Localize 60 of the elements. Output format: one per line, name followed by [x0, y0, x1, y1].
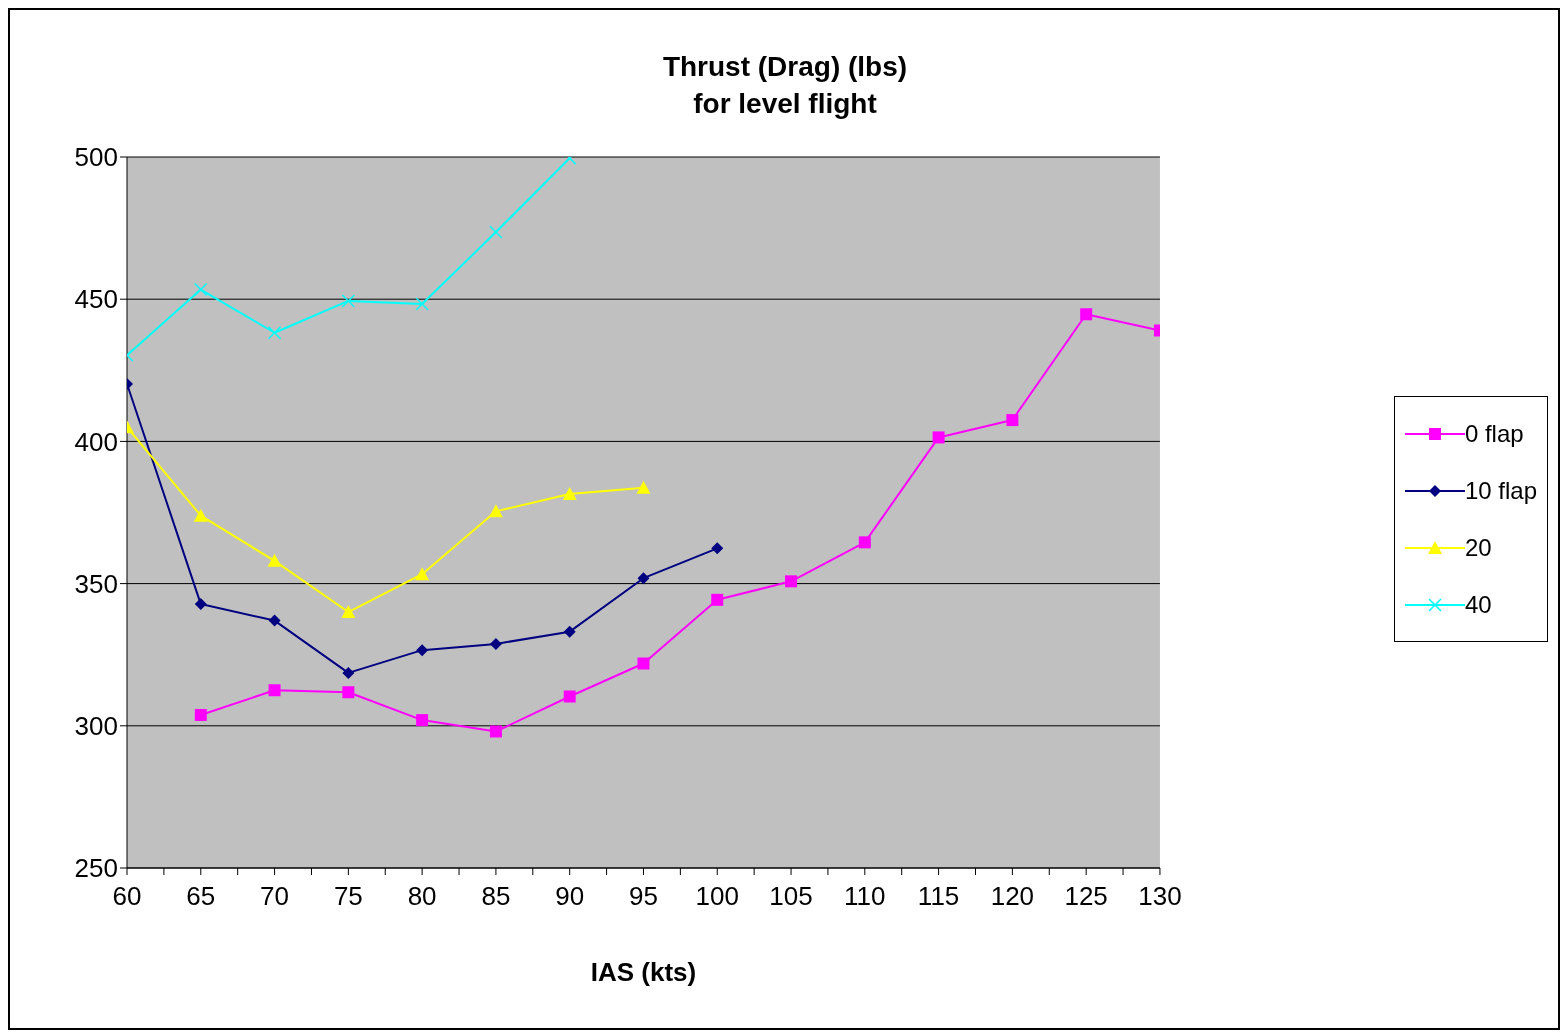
point	[785, 575, 798, 588]
point	[637, 572, 650, 585]
y-tick-label: 300	[74, 711, 118, 742]
x-tick-label: 75	[333, 881, 363, 912]
y-tick-label: 250	[74, 853, 118, 884]
chart-title: Thrust (Drag) (lbs) for level flight	[661, 50, 909, 121]
y-tick-label: 350	[74, 568, 118, 599]
x-tick-label: 105	[769, 881, 813, 912]
point	[563, 625, 576, 638]
point	[562, 487, 577, 501]
point	[194, 708, 207, 721]
point	[711, 593, 724, 606]
x-tick-label: 95	[629, 881, 658, 912]
point	[193, 508, 208, 522]
point	[267, 553, 282, 567]
x-tick-label: 60	[112, 881, 142, 912]
point	[268, 684, 281, 697]
point	[342, 686, 355, 699]
x-tick-label: 65	[186, 881, 216, 912]
y-tick-label: 400	[74, 426, 118, 457]
point	[194, 598, 207, 611]
x-tick-label: 125	[1064, 881, 1108, 912]
point	[341, 605, 356, 619]
x-tick-label: 120	[990, 881, 1035, 912]
x-tick-label: 90	[555, 881, 585, 912]
x-tick-label: 110	[844, 881, 886, 912]
legend-label: 10 flap	[1464, 476, 1537, 505]
point	[1006, 414, 1019, 427]
legend-label: 20	[1464, 533, 1492, 562]
point	[194, 282, 208, 297]
legend-label: 0 flap	[1464, 419, 1524, 448]
point	[267, 326, 282, 340]
point	[415, 567, 430, 581]
point	[489, 225, 503, 239]
point	[415, 297, 429, 311]
point	[489, 637, 502, 650]
x-tick-label: 80	[407, 881, 437, 912]
point	[637, 657, 650, 670]
point	[932, 431, 945, 444]
x-tick-label: 130	[1138, 881, 1182, 912]
point	[416, 714, 429, 727]
legend-label: 40	[1464, 590, 1492, 619]
point	[489, 725, 502, 738]
x-tick-label: 70	[260, 881, 290, 912]
y-tick-label: 450	[74, 284, 118, 315]
point	[563, 690, 576, 703]
point	[268, 614, 281, 627]
point	[342, 666, 355, 679]
x-tick-label: 115	[917, 881, 960, 912]
x-tick-label: 85	[481, 881, 511, 912]
point	[636, 480, 651, 494]
point	[488, 504, 503, 518]
point	[416, 644, 429, 657]
x-axis-title: IAS (kts)	[590, 957, 697, 988]
y-tick-label: 500	[74, 142, 118, 173]
point	[341, 294, 356, 308]
x-tick-label: 100	[695, 881, 739, 912]
point	[858, 536, 871, 549]
point	[711, 542, 724, 555]
point	[1080, 308, 1093, 321]
